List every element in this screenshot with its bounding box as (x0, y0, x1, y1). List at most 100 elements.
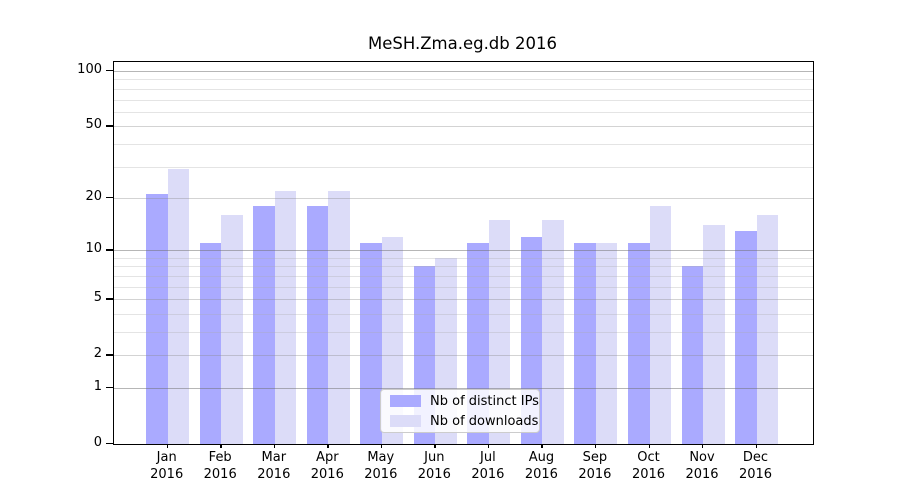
x-tick-year: 2016 (524, 466, 558, 482)
x-tick-year: 2016 (631, 466, 666, 482)
x-tick-label-sep: Sep 2016 (553, 450, 637, 483)
x-tick-month: Jul (480, 450, 496, 465)
x-tick-label-apr: Apr 2016 (285, 450, 369, 483)
x-tick-month: Jan (156, 450, 177, 465)
gridline-100 (114, 71, 813, 72)
bar-mar-distinct-ips (253, 206, 275, 444)
y-tick-label-100: 100 (77, 62, 102, 77)
x-tick-year: 2016 (203, 466, 237, 482)
x-tick-month: Aug (528, 450, 555, 465)
minor-gridline-90 (114, 79, 813, 81)
bar-sep-downloads (595, 243, 618, 444)
bar-feb-distinct-ips (199, 243, 222, 444)
bar-nov-downloads (703, 225, 725, 444)
x-tick-label-dec: Dec 2016 (714, 450, 798, 483)
legend-swatch-downloads (390, 415, 421, 427)
y-tick-label-2: 2 (93, 346, 102, 362)
x-tick-month: Feb (208, 450, 232, 465)
x-tick-year: 2016 (310, 466, 344, 482)
bar-nov-distinct-ips (681, 266, 703, 444)
y-tick-label-0: 0 (93, 435, 102, 450)
x-tick-year: 2016 (364, 466, 398, 482)
y-tick-mark-0 (106, 443, 113, 445)
x-tick-year: 2016 (578, 466, 612, 482)
legend-item-distinct-ips: Nb of distinct IPs (390, 394, 539, 409)
y-tick-mark-1 (106, 387, 113, 389)
x-tick-year: 2016 (150, 466, 184, 482)
x-tick-month: May (367, 450, 395, 465)
gridline-1 (114, 388, 813, 389)
bar-dec-distinct-ips (735, 230, 757, 444)
x-tick-label-oct: Oct 2016 (607, 450, 691, 483)
x-tick-year: 2016 (257, 466, 291, 482)
y-tick-label-5: 5 (93, 290, 102, 306)
legend-swatch-distinct-ips (390, 395, 421, 407)
minor-gridline-80 (114, 88, 813, 90)
bar-mar-downloads (274, 190, 297, 444)
bar-dec-downloads (756, 215, 778, 444)
minor-gridline-70 (114, 99, 813, 101)
x-tick-label-nov: Nov 2016 (660, 450, 744, 483)
x-tick-label-may: May 2016 (339, 450, 423, 483)
x-tick-month: Jun (424, 450, 445, 465)
y-tick-label-50: 50 (85, 117, 102, 133)
plot-area (113, 61, 814, 445)
x-tick-month: Sep (582, 450, 608, 465)
x-tick-label-jul: Jul 2016 (446, 450, 530, 483)
bar-aug-downloads (542, 219, 564, 444)
bar-jul-downloads (488, 219, 511, 444)
minor-gridline-6 (114, 286, 813, 288)
x-tick-year: 2016 (417, 466, 451, 482)
y-tick-mark-5 (106, 298, 113, 300)
bar-jan-distinct-ips (146, 194, 168, 444)
gridline-20 (114, 197, 813, 199)
minor-gridline-4 (114, 313, 813, 315)
minor-gridline-8 (114, 266, 813, 268)
x-tick-year: 2016 (471, 466, 505, 482)
bar-sep-distinct-ips (574, 243, 596, 444)
minor-gridline-9 (114, 257, 813, 259)
y-tick-mark-2 (106, 354, 113, 356)
minor-gridline-7 (114, 275, 813, 277)
minor-gridline-3 (114, 332, 813, 333)
x-tick-year: 2016 (738, 466, 773, 482)
y-tick-mark-50 (106, 125, 113, 127)
bar-apr-distinct-ips (306, 206, 329, 444)
x-tick-label-aug: Aug 2016 (499, 450, 583, 483)
y-tick-mark-10 (106, 249, 113, 251)
legend-label-distinct-ips: Nb of distinct IPs (430, 393, 539, 409)
bar-apr-downloads (328, 190, 350, 444)
gridline-10 (114, 250, 813, 252)
legend: Nb of distinct IPs Nb of downloads (380, 389, 540, 433)
x-tick-label-feb: Feb 2016 (178, 450, 262, 483)
legend-item-downloads: Nb of downloads (390, 414, 539, 429)
x-tick-year: 2016 (685, 466, 719, 482)
bar-may-distinct-ips (360, 243, 382, 444)
x-tick-label-mar: Mar 2016 (232, 450, 316, 483)
bar-oct-distinct-ips (628, 243, 650, 444)
x-tick-label-jun: Jun 2016 (392, 450, 476, 483)
bar-oct-downloads (649, 206, 671, 444)
y-tick-mark-20 (106, 196, 113, 199)
x-tick-month: Apr (316, 450, 339, 465)
minor-gridline-40 (114, 143, 813, 145)
chart-title: MeSH.Zma.eg.db 2016 (367, 34, 557, 53)
gridline-5 (114, 299, 813, 301)
bar-feb-downloads (221, 215, 243, 444)
minor-gridline-30 (114, 166, 813, 168)
y-tick-mark-100 (106, 70, 113, 72)
x-tick-label-jan: Jan 2016 (125, 450, 209, 483)
gridline-2 (114, 355, 813, 357)
x-tick-month: Dec (742, 450, 769, 465)
minor-gridline-60 (114, 111, 813, 113)
gridline-50 (114, 126, 813, 128)
y-tick-label-10: 10 (85, 241, 102, 257)
legend-label-downloads: Nb of downloads (430, 413, 539, 429)
x-tick-month: Oct (637, 450, 660, 465)
y-tick-label-20: 20 (85, 188, 102, 204)
bar-jan-downloads (167, 169, 190, 444)
y-tick-label-1: 1 (93, 379, 102, 394)
x-tick-month: Nov (689, 450, 715, 465)
x-tick-month: Mar (261, 450, 287, 465)
